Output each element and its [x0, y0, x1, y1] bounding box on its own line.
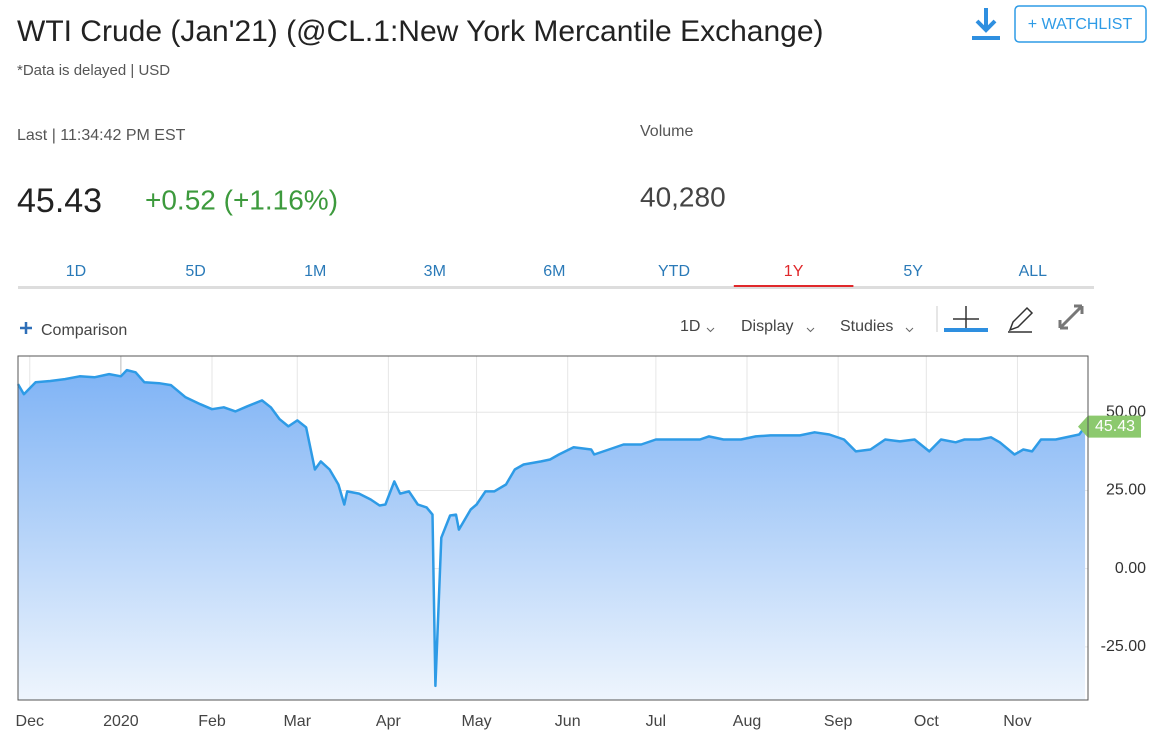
tab-bar: 1D 5D 1M 3M 6M YTD 1Y 5Y ALL	[66, 263, 1047, 287]
y-tick-label: 0.00	[1115, 560, 1146, 577]
comparison[interactable]: Comparison	[41, 322, 127, 339]
chevron	[706, 327, 715, 333]
tab[interactable]: 5Y	[903, 263, 923, 280]
price-tag-label: 45.43	[1095, 418, 1135, 435]
tab[interactable]: ALL	[1019, 263, 1048, 280]
last-label: Last | 11:34:42 PM EST	[17, 127, 186, 144]
y-tick-label: -25.00	[1101, 638, 1146, 655]
x-tick-label: May	[461, 713, 491, 730]
x-tick-label: Nov	[1003, 713, 1031, 730]
price-tag	[1078, 415, 1141, 438]
crosshair-tool[interactable]	[944, 306, 988, 332]
x-tick-label: Sep	[824, 713, 853, 730]
plot-frame	[17, 355, 1089, 701]
chevron	[806, 327, 815, 333]
x-tick-label: Oct	[914, 713, 939, 730]
volume-label: Volume	[640, 123, 693, 140]
expand-tool[interactable]	[1058, 304, 1084, 330]
tab[interactable]: 5D	[185, 263, 205, 280]
studies-menu[interactable]: Studies	[840, 318, 893, 335]
comparison-icon[interactable]	[20, 322, 32, 334]
volume: 40,280	[640, 181, 726, 212]
tab[interactable]: YTD	[658, 263, 690, 280]
tab[interactable]: 6M	[543, 263, 565, 280]
chevron	[905, 327, 914, 333]
x-tick-label: 2020	[103, 713, 139, 730]
last-price: 45.43	[17, 182, 102, 220]
x-tick-label: Aug	[733, 713, 761, 730]
subtitle: *Data is delayed | USD	[17, 62, 170, 79]
display-menu[interactable]: Display	[741, 318, 793, 335]
tab[interactable]: 1M	[304, 263, 326, 280]
x-tick-label: Dec	[16, 713, 44, 730]
tab-divider	[18, 286, 1094, 289]
tab[interactable]: 1D	[66, 263, 86, 280]
price-line	[16, 368, 1087, 688]
interval-menu[interactable]: 1D	[680, 318, 700, 335]
price-change: +0.52 (+1.16%)	[145, 184, 338, 215]
title: WTI Crude (Jan'21) (@CL.1:New York Merca…	[17, 15, 824, 48]
tab[interactable]: 3M	[424, 263, 446, 280]
watchlist-button[interactable]	[1014, 5, 1147, 43]
download-button[interactable]	[972, 8, 1000, 40]
x-tick-label: Mar	[283, 713, 311, 730]
area-fill	[18, 370, 1086, 700]
x-tick-label: Apr	[376, 713, 402, 730]
tab[interactable]: 1Y	[784, 263, 804, 280]
draw-tool[interactable]	[1008, 306, 1034, 333]
watchlist-label[interactable]: + WATCHLIST	[1028, 16, 1133, 33]
y-tick-label: 25.00	[1106, 482, 1146, 499]
x-tick-label: Jul	[646, 713, 666, 730]
x-tick-label: Feb	[198, 713, 226, 730]
active-tab-underline	[733, 285, 854, 287]
x-tick-label: Jun	[555, 713, 581, 730]
